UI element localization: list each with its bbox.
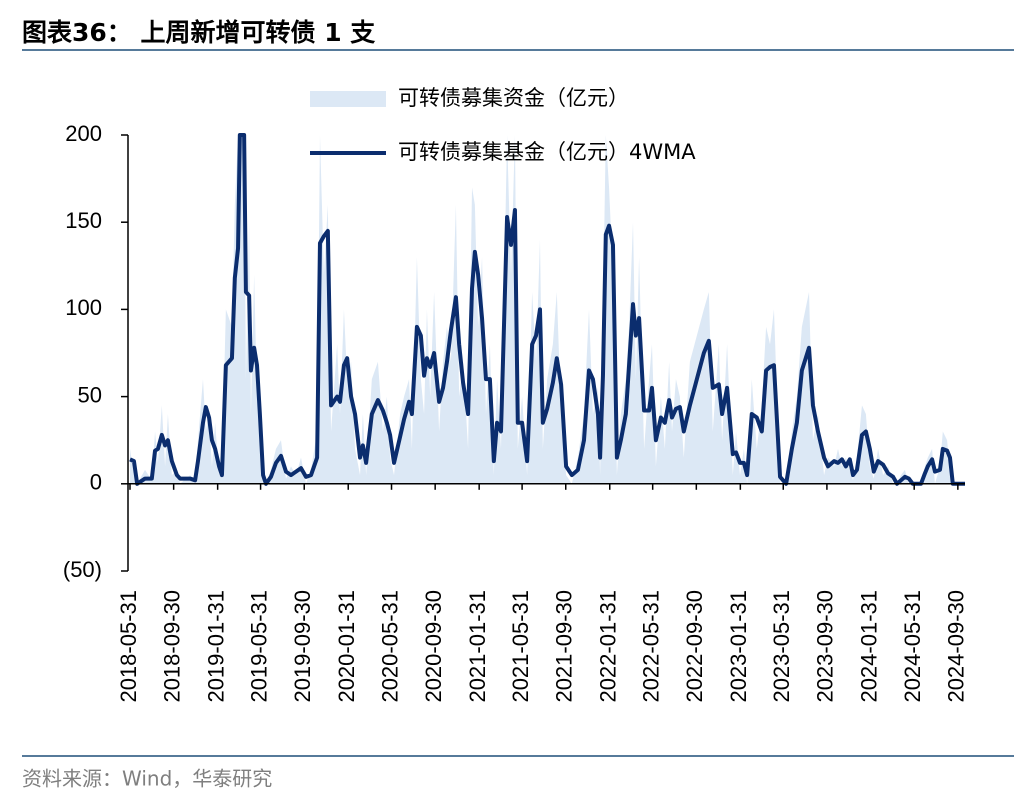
x-tick-label: 2024-05-31 <box>900 590 925 703</box>
x-tick-label: 2019-05-31 <box>246 590 271 703</box>
x-tick-label: 2022-01-31 <box>596 590 621 703</box>
y-tick-label: 150 <box>65 208 102 233</box>
x-tick-label: 2023-01-31 <box>726 590 751 703</box>
x-tick-label: 2020-09-30 <box>421 590 446 703</box>
x-tick-label: 2021-05-31 <box>508 590 533 703</box>
x-tick-label: 2021-01-31 <box>465 590 490 703</box>
y-tick-label: 200 <box>65 121 102 146</box>
x-tick-label: 2024-09-30 <box>944 590 969 703</box>
x-tick-label: 2024-01-31 <box>857 590 882 703</box>
x-tick-label: 2021-09-30 <box>552 590 577 703</box>
x-tick-label: 2018-09-30 <box>159 590 184 703</box>
area <box>130 135 965 484</box>
x-tick-label: 2020-01-31 <box>334 590 359 703</box>
x-tick-label: 2022-09-30 <box>682 590 707 703</box>
x-tick-label: 2023-09-30 <box>813 590 838 703</box>
y-tick-label: 0 <box>90 470 102 495</box>
y-tick-label: 50 <box>78 382 102 407</box>
legend-swatch <box>310 91 386 107</box>
legend-label: 可转债募集基金（亿元）4WMA <box>398 140 696 164</box>
line <box>129 133 965 486</box>
x-tick-label: 2019-09-30 <box>290 590 315 703</box>
x-tick-label: 2022-05-31 <box>638 590 663 703</box>
x-tick-label: 2018-05-31 <box>116 590 141 703</box>
source: 资料来源：Wind，华泰研究 <box>22 767 272 791</box>
x-tick-label: 2019-01-31 <box>203 590 228 703</box>
x-tick-label: 2020-05-31 <box>377 590 402 703</box>
chart-title: 图表36： 上周新增可转债 1 支 <box>22 18 375 47</box>
y-tick-label: 100 <box>65 295 102 320</box>
x-tick-label: 2023-05-31 <box>769 590 794 703</box>
y-tick-label: (50) <box>63 557 102 582</box>
legend-label: 可转债募集资金（亿元） <box>398 86 629 110</box>
